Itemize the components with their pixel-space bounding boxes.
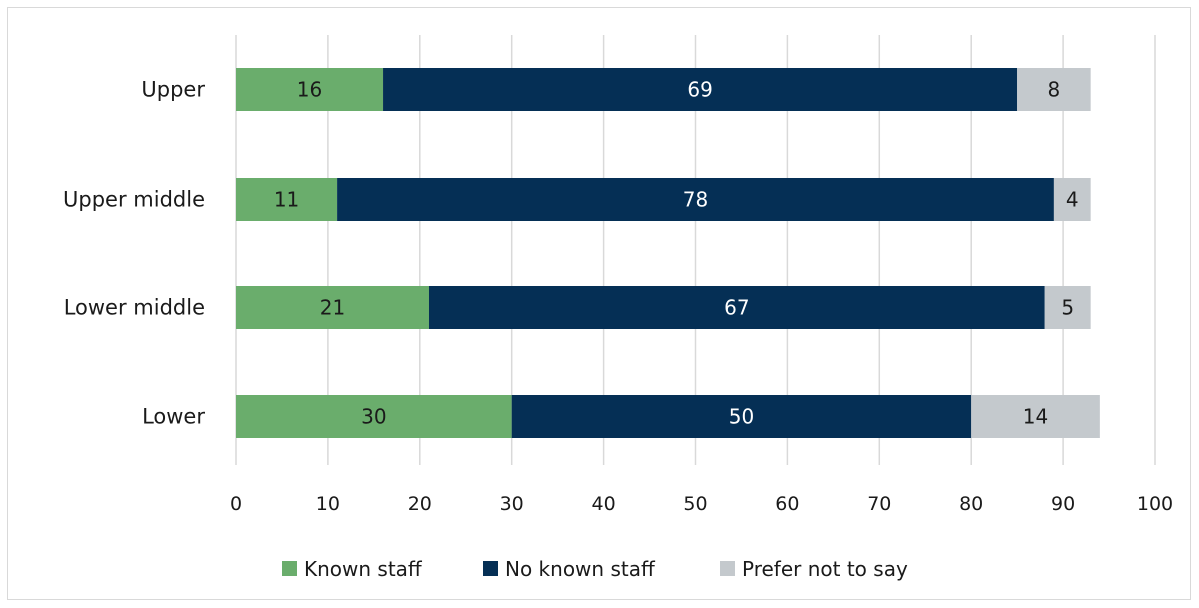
bar-segment (236, 395, 512, 438)
data-labels: 16 69 8 11 78 4 21 67 5 30 50 14 (274, 78, 1079, 429)
data-label: 8 (1048, 78, 1061, 102)
x-tick-label: 40 (592, 493, 616, 515)
x-tick-label: 60 (775, 493, 799, 515)
data-label: 30 (361, 405, 386, 429)
data-label: 69 (687, 78, 712, 102)
data-label: 16 (297, 78, 322, 102)
bar-segment (1017, 68, 1091, 111)
data-label: 21 (320, 296, 345, 320)
x-tick-label: 0 (230, 493, 242, 515)
data-label: 67 (724, 296, 749, 320)
data-label: 5 (1061, 296, 1074, 320)
bars (236, 68, 1100, 438)
legend-swatch (282, 561, 297, 576)
category-label: Upper (141, 78, 205, 102)
bar-segment (236, 286, 429, 329)
bar-segment (511, 395, 972, 438)
x-tick-label: 100 (1137, 493, 1173, 515)
x-tick-label: 90 (1051, 493, 1075, 515)
x-tick-label: 20 (408, 493, 432, 515)
x-tick-label: 70 (867, 493, 891, 515)
data-label: 78 (683, 188, 708, 212)
category-label: Lower middle (64, 296, 205, 320)
data-label: 11 (274, 188, 299, 212)
bar-segment (1053, 178, 1091, 221)
bar-segment (383, 68, 1018, 111)
bar-segment (428, 286, 1045, 329)
x-tick-label: 10 (316, 493, 340, 515)
legend-swatch (720, 561, 735, 576)
data-label: 4 (1066, 188, 1079, 212)
legend-swatch (483, 561, 498, 576)
x-tick-label: 30 (500, 493, 524, 515)
bar-segment (337, 178, 1054, 221)
data-label: 14 (1023, 405, 1048, 429)
bar-segment (236, 68, 384, 111)
legend-label: Known staff (304, 557, 423, 581)
bar-segment (236, 178, 338, 221)
legend-label: Prefer not to say (742, 557, 908, 581)
category-labels: Upper Upper middle Lower middle Lower (63, 78, 205, 429)
bar-segment (971, 395, 1100, 438)
x-tick-label: 80 (959, 493, 983, 515)
x-tick-label: 50 (683, 493, 707, 515)
category-label: Upper middle (63, 188, 205, 212)
bar-segment (1044, 286, 1091, 329)
x-axis-ticks: 0 10 20 30 40 50 60 70 80 90 100 (230, 493, 1173, 515)
category-label: Lower (142, 405, 205, 429)
legend-label: No known staff (505, 557, 656, 581)
data-label: 50 (729, 405, 754, 429)
legend: Known staff No known staff Prefer not to s… (282, 557, 908, 581)
